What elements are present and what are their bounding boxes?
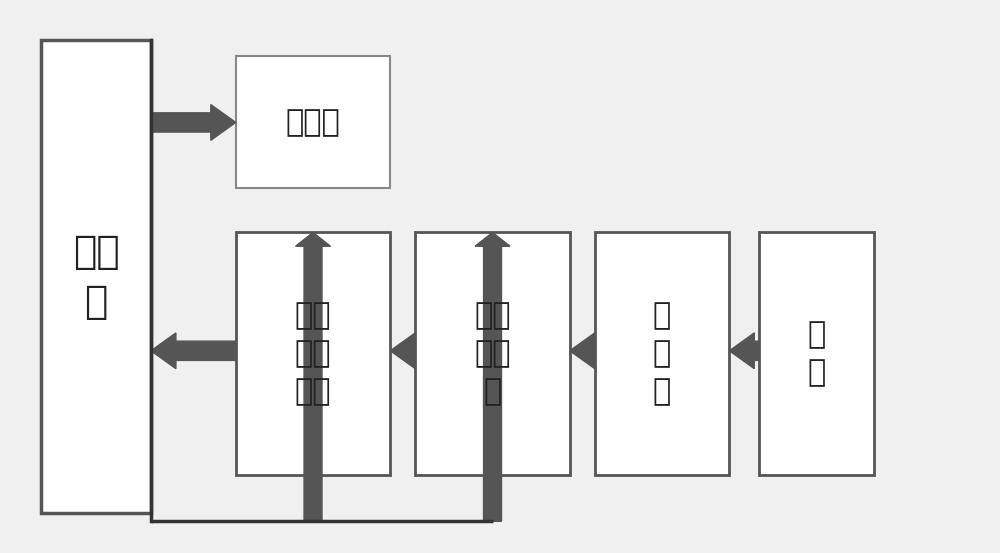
FancyArrow shape [570, 333, 595, 369]
Bar [415, 232, 570, 474]
Bar [236, 56, 390, 189]
Text: 图像
传感
器: 图像 传感 器 [474, 301, 511, 406]
Text: 滤
光
器: 滤 光 器 [653, 301, 671, 406]
FancyArrow shape [296, 232, 330, 521]
FancyArrow shape [151, 333, 236, 369]
FancyArrow shape [390, 333, 415, 369]
Bar [759, 232, 874, 474]
FancyArrow shape [729, 333, 759, 369]
Text: 视频
帧缓
冲器: 视频 帧缓 冲器 [295, 301, 331, 406]
Bar [236, 232, 390, 474]
Bar [595, 232, 729, 474]
Text: 显示屏: 显示屏 [286, 108, 340, 137]
Text: 处理
器: 处理 器 [73, 232, 120, 321]
Text: 火
焊: 火 焊 [807, 320, 826, 387]
FancyArrow shape [151, 105, 236, 140]
Bar [41, 40, 151, 513]
FancyArrow shape [475, 232, 510, 521]
